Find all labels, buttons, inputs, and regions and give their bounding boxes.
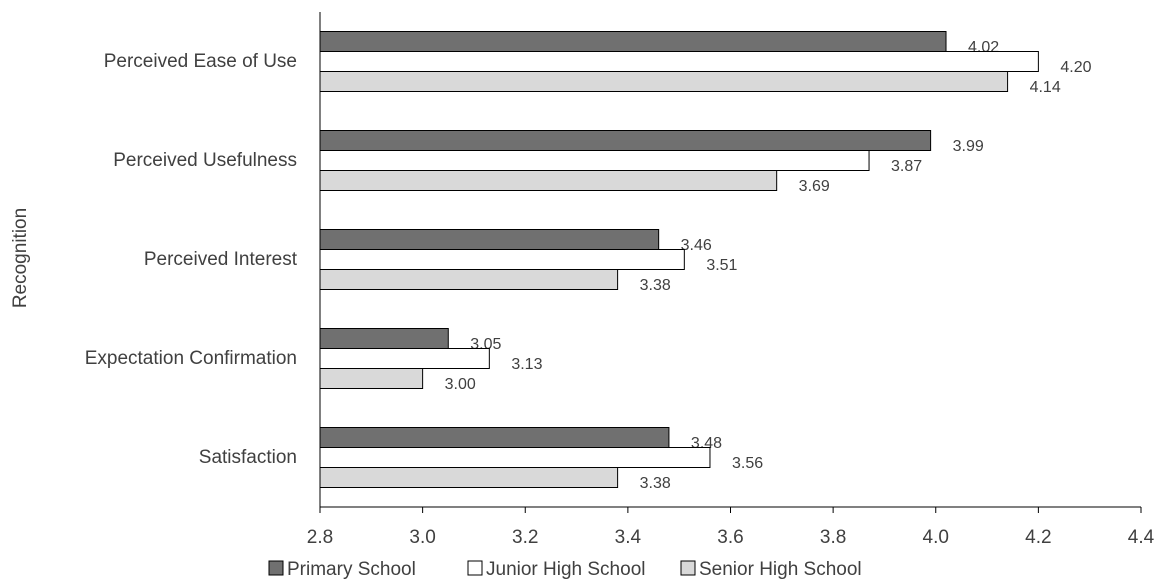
category-label: Perceived Interest — [144, 249, 298, 270]
data-label: 3.87 — [891, 158, 922, 175]
x-tick-label: 3.8 — [820, 527, 846, 548]
bar-primary-school — [319, 427, 670, 448]
bar-primary-school — [319, 328, 449, 349]
data-label: 3.13 — [511, 356, 542, 373]
data-label: 3.51 — [706, 257, 737, 274]
category-label: Satisfaction — [199, 447, 297, 468]
data-label: 4.20 — [1060, 59, 1091, 76]
bar-junior-high-school — [319, 348, 490, 369]
y-axis-title: Recognition — [10, 208, 31, 308]
legend: Primary School Junior High School Senior H… — [268, 559, 862, 580]
data-label: 3.46 — [681, 237, 712, 254]
x-tick-label: 3.2 — [512, 527, 538, 548]
bar-junior-high-school — [319, 150, 870, 171]
bar-junior-high-school — [319, 249, 685, 270]
x-tick-label: 4.2 — [1025, 527, 1051, 548]
bar-junior-high-school — [319, 447, 711, 468]
x-tick-label: 4.0 — [923, 527, 949, 548]
legend-swatch — [680, 560, 696, 576]
legend-label: Senior High School — [699, 559, 862, 580]
bar-senior-high-school — [319, 269, 619, 290]
bar-junior-high-school — [319, 51, 1039, 72]
legend-label: Primary School — [287, 559, 416, 580]
bar-senior-high-school — [319, 467, 619, 488]
bar-senior-high-school — [319, 368, 424, 389]
data-label: 3.38 — [640, 277, 671, 294]
legend-swatch — [268, 560, 284, 576]
bar-senior-high-school — [319, 170, 778, 191]
data-label: 3.56 — [732, 455, 763, 472]
bar-senior-high-school — [319, 71, 1009, 92]
data-label: 3.38 — [640, 475, 671, 492]
x-tick-label: 4.4 — [1128, 527, 1155, 548]
legend-swatch — [467, 560, 483, 576]
legend-label: Junior High School — [486, 559, 645, 580]
x-tick-label: 3.0 — [409, 527, 435, 548]
category-label: Perceived Ease of Use — [104, 51, 297, 72]
data-label: 3.00 — [445, 376, 476, 393]
category-label: Perceived Usefulness — [113, 150, 297, 171]
category-label: Expectation Confirmation — [85, 348, 297, 369]
bars-layer: 4.024.204.143.993.873.693.463.513.383.05… — [319, 31, 1092, 492]
bar-primary-school — [319, 130, 932, 151]
data-label: 4.14 — [1030, 79, 1061, 96]
x-tick-label: 3.4 — [615, 527, 642, 548]
axes-layer: Perceived Ease of Use Perceived Usefulnes… — [85, 12, 1155, 548]
data-label: 3.69 — [799, 178, 830, 195]
x-tick-label: 3.6 — [717, 527, 743, 548]
data-label: 3.99 — [953, 138, 984, 155]
bar-primary-school — [319, 31, 947, 52]
bar-primary-school — [319, 229, 660, 250]
x-tick-label: 2.8 — [307, 527, 333, 548]
